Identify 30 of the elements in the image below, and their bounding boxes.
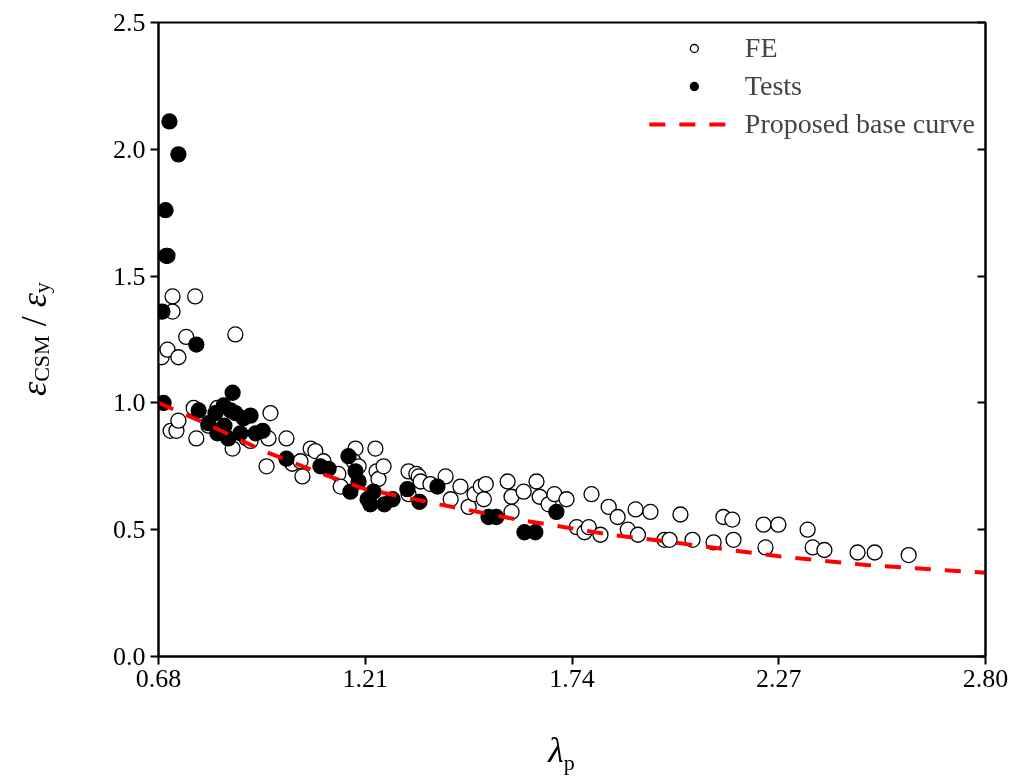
point <box>170 146 187 163</box>
point <box>232 425 249 442</box>
point <box>158 202 174 219</box>
legend-label: Proposed base curve <box>744 108 975 140</box>
y-tick-label: 0.5 <box>113 515 146 545</box>
point <box>429 478 446 495</box>
point <box>399 480 416 498</box>
legend-label: FE <box>744 32 778 64</box>
point <box>224 384 241 401</box>
point <box>278 450 295 467</box>
x-tick-label: 1.21 <box>342 663 388 693</box>
point <box>161 113 178 130</box>
point <box>340 448 357 465</box>
x-axis-title: λ$_{p}$ <box>548 730 575 776</box>
x-tick-label: 1.74 <box>549 663 595 693</box>
x-tick-label: 2.80 <box>962 663 1009 693</box>
point <box>242 407 259 424</box>
y-tick-label: 1.0 <box>113 388 146 418</box>
point <box>365 483 382 500</box>
y-tick-label: 1.5 <box>113 261 146 291</box>
x-tick-label: 2.27 <box>756 663 802 693</box>
y-tick-label: 2.0 <box>113 134 146 164</box>
y-tick-label: 0.0 <box>113 642 146 671</box>
legend-label: Tests <box>744 70 802 102</box>
point <box>527 524 544 541</box>
point <box>190 402 207 419</box>
point <box>548 503 565 521</box>
y-tick-label: 2.5 <box>113 8 146 37</box>
point <box>254 422 271 439</box>
point <box>188 336 205 353</box>
